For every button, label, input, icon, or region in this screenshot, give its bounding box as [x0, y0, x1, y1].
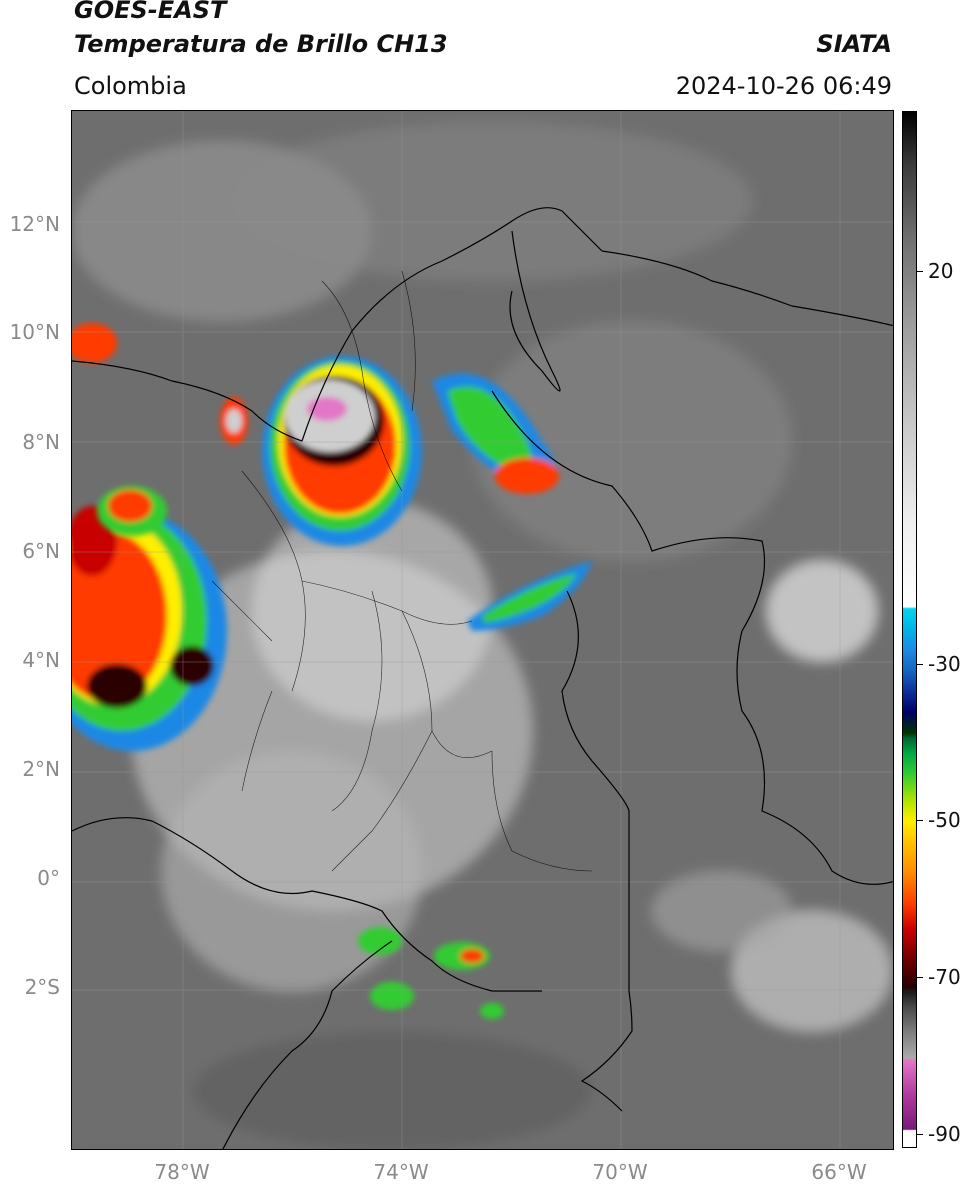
- lat-label: 2°S: [24, 975, 60, 999]
- storm-cell: [262, 356, 422, 546]
- storm-cell: [97, 486, 167, 536]
- colorbar-label: 20: [928, 259, 954, 283]
- satellite-title: GOES-EAST: [74, 0, 227, 24]
- lat-label: 4°N: [22, 648, 60, 672]
- temperature-colorbar: [902, 111, 917, 1148]
- lat-label: 0°: [37, 866, 60, 890]
- lat-label: 6°N: [22, 539, 60, 563]
- storm-cells: [72, 323, 592, 1019]
- lon-label: 74°W: [373, 1160, 429, 1184]
- lon-label: 78°W: [154, 1160, 210, 1184]
- region-label: Colombia: [74, 72, 187, 100]
- lon-label: 66°W: [811, 1160, 867, 1184]
- colorbar-label: -70: [928, 965, 961, 989]
- cloud-texture: [72, 111, 893, 1149]
- colorbar-label: -50: [928, 808, 961, 832]
- lat-label: 8°N: [22, 430, 60, 454]
- lat-label: 12°N: [9, 212, 60, 236]
- storm-cell: [467, 561, 592, 631]
- graticule: [72, 111, 893, 1149]
- storm-cell: [72, 323, 117, 363]
- colorbar-tick: [917, 664, 923, 665]
- colorbar-label: -30: [928, 652, 961, 676]
- lat-label: 10°N: [9, 320, 60, 344]
- product-title: Temperatura de Brillo CH13: [74, 30, 448, 58]
- lat-label: 2°N: [22, 757, 60, 781]
- map-canvas: [72, 111, 893, 1149]
- timestamp-label: 2024-10-26 06:49: [675, 72, 892, 100]
- department-boundaries: [211, 270, 593, 872]
- organization-label: SIATA: [816, 30, 892, 58]
- colorbar-tick: [917, 820, 923, 821]
- colorbar-tick: [917, 977, 923, 978]
- storm-cell: [220, 397, 248, 445]
- colorbar-tick: [917, 271, 923, 272]
- colorbar-tick: [917, 1134, 923, 1135]
- storm-cell: [432, 373, 559, 494]
- storm-cell: [358, 927, 504, 1019]
- colorbar-label: -90: [928, 1122, 961, 1146]
- lon-label: 70°W: [592, 1160, 648, 1184]
- borders: [72, 207, 893, 1149]
- storm-cell: [72, 506, 227, 751]
- satellite-map: [71, 110, 894, 1150]
